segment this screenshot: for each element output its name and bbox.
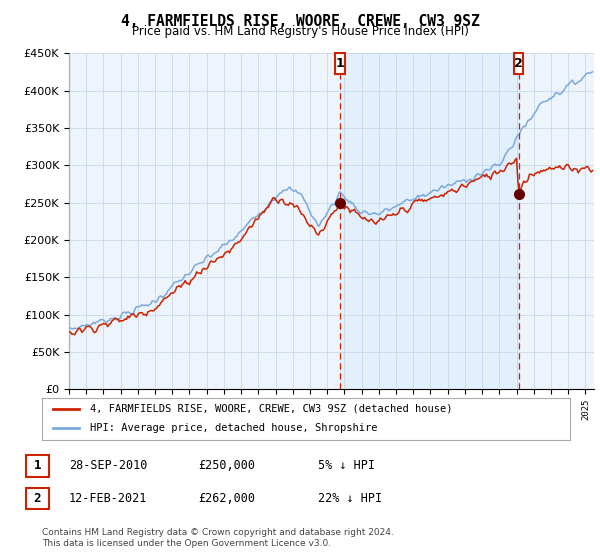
Text: Price paid vs. HM Land Registry's House Price Index (HPI): Price paid vs. HM Land Registry's House … — [131, 25, 469, 38]
Text: 1: 1 — [34, 459, 41, 473]
Bar — [514, 53, 523, 74]
Text: £250,000: £250,000 — [198, 459, 255, 473]
Text: 12-FEB-2021: 12-FEB-2021 — [69, 492, 148, 505]
Text: 5% ↓ HPI: 5% ↓ HPI — [318, 459, 375, 473]
Bar — [335, 53, 345, 74]
Text: 1: 1 — [336, 57, 344, 70]
Text: 22% ↓ HPI: 22% ↓ HPI — [318, 492, 382, 505]
Text: Contains HM Land Registry data © Crown copyright and database right 2024.
This d: Contains HM Land Registry data © Crown c… — [42, 528, 394, 548]
Text: 2: 2 — [34, 492, 41, 505]
Bar — [340, 53, 518, 389]
Text: 28-SEP-2010: 28-SEP-2010 — [69, 459, 148, 473]
Text: HPI: Average price, detached house, Shropshire: HPI: Average price, detached house, Shro… — [89, 423, 377, 433]
Text: 4, FARMFIELDS RISE, WOORE, CREWE, CW3 9SZ: 4, FARMFIELDS RISE, WOORE, CREWE, CW3 9S… — [121, 14, 479, 29]
Text: 2: 2 — [514, 57, 523, 70]
Text: 4, FARMFIELDS RISE, WOORE, CREWE, CW3 9SZ (detached house): 4, FARMFIELDS RISE, WOORE, CREWE, CW3 9S… — [89, 404, 452, 414]
Text: £262,000: £262,000 — [198, 492, 255, 505]
